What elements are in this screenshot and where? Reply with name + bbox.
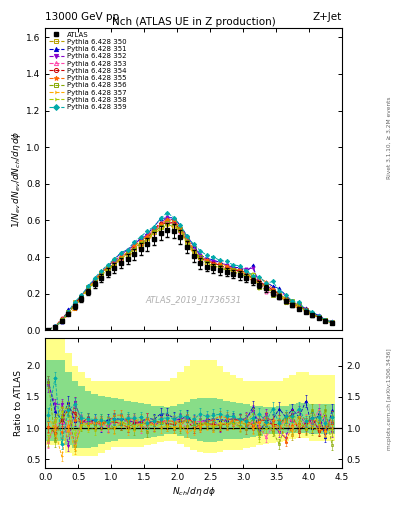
Legend: ATLAS, Pythia 6.428 350, Pythia 6.428 351, Pythia 6.428 352, Pythia 6.428 353, P: ATLAS, Pythia 6.428 350, Pythia 6.428 35… — [47, 30, 128, 112]
X-axis label: $N_{ch}/d\eta\,d\phi$: $N_{ch}/d\eta\,d\phi$ — [172, 485, 215, 498]
Text: Rivet 3.1.10, ≥ 3.2M events: Rivet 3.1.10, ≥ 3.2M events — [387, 97, 392, 180]
Text: mcplots.cern.ch [arXiv:1306.3436]: mcplots.cern.ch [arXiv:1306.3436] — [387, 349, 392, 450]
Y-axis label: $1/N_{ev}\,dN_{ev}/dN_{ch}/d\eta\,d\phi$: $1/N_{ev}\,dN_{ev}/dN_{ch}/d\eta\,d\phi$ — [10, 131, 23, 228]
Text: ATLAS_2019_I1736531: ATLAS_2019_I1736531 — [145, 295, 242, 305]
Y-axis label: Ratio to ATLAS: Ratio to ATLAS — [14, 370, 23, 436]
Title: Nch (ATLAS UE in Z production): Nch (ATLAS UE in Z production) — [112, 17, 275, 27]
Text: 13000 GeV pp: 13000 GeV pp — [45, 11, 119, 22]
Text: Z+Jet: Z+Jet — [313, 11, 342, 22]
